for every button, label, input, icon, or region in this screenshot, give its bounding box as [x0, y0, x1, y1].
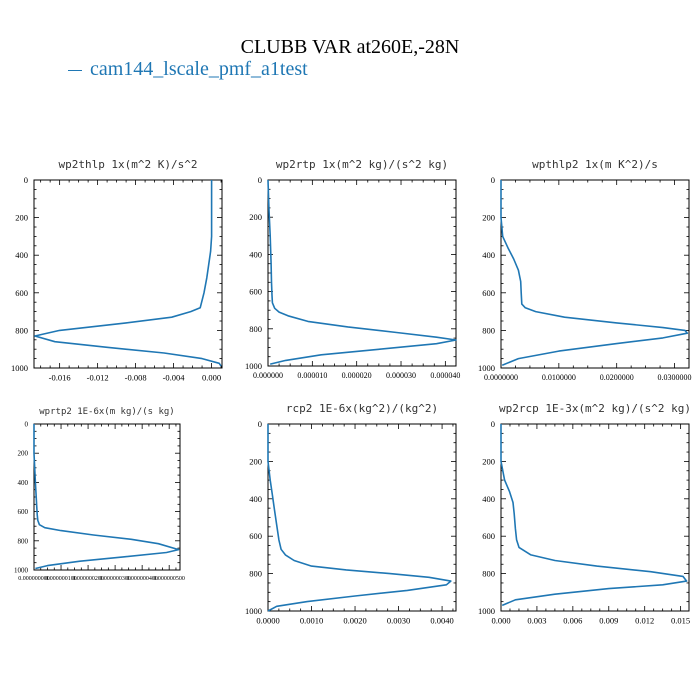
panel-6: wp2rcp 1E-3x(m^2 kg)/(s^2 kg) 0 200 400 600 8… [478, 402, 691, 626]
y-tick-label: 800 [482, 569, 495, 579]
plot-frame [500, 179, 690, 369]
y-tick-label: 600 [249, 287, 262, 297]
legend-label: cam144_lscale_pmf_a1test [90, 58, 308, 80]
series-line [267, 424, 452, 612]
legend: cam144_lscale_pmf_a1test [68, 58, 308, 81]
y-tick-label: 800 [249, 569, 262, 579]
y-tick-label: 0 [491, 419, 495, 429]
y-tick-label: 600 [482, 531, 495, 541]
x-tick-label: -0.016 [49, 373, 71, 383]
y-tick-label: 0 [491, 175, 495, 185]
y-tick-label: 600 [249, 531, 262, 541]
x-tick-label: 0.0030 [387, 616, 410, 626]
y-tick-label: 1000 [245, 361, 262, 371]
x-tick-label: 0.000010 [297, 371, 327, 380]
y-tick-label: 200 [249, 212, 262, 222]
x-tick-label: 0.000000100 [45, 576, 77, 582]
panel-1: wp2thlp 1x(m^2 K)/s^2 0 200 400 600 800 1000 -0… [11, 158, 223, 383]
plot-frame [267, 179, 457, 367]
y-tick-label: 200 [249, 456, 262, 466]
x-tick-label: 0.0010 [300, 616, 323, 626]
panel-title: wpthlp2 1x(m K^2)/s [532, 158, 658, 171]
series-line [34, 180, 222, 367]
plot-frame [500, 423, 690, 612]
x-tick-label: 0.009 [599, 616, 618, 626]
y-tick-label: 1000 [478, 363, 495, 373]
x-tick-label: 0.000 [491, 616, 510, 626]
y-tick-label: 200 [482, 213, 495, 223]
page-title: CLUBB VAR at260E,-28N [240, 36, 460, 58]
x-tick-label: 0.012 [635, 616, 654, 626]
x-tick-label: -0.008 [125, 373, 147, 383]
y-tick-label: 1000 [11, 363, 28, 373]
x-tick-label: 0.000000 [253, 371, 283, 380]
y-tick-label: 600 [18, 508, 29, 516]
y-tick-label: 400 [15, 250, 28, 260]
panel-title: wp2rcp 1E-3x(m^2 kg)/(s^2 kg) [499, 402, 691, 415]
panel-title: wp2rtp 1x(m^2 kg)/(s^2 kg) [276, 158, 448, 171]
x-tick-label: 0.0000 [256, 616, 279, 626]
y-tick-label: 600 [482, 288, 495, 298]
y-tick-label: 1000 [245, 606, 262, 616]
panel-title: wprtp2 1E-6x(m kg)/(s kg) [39, 407, 174, 417]
x-tick-label: 0.000000500 [153, 576, 185, 582]
panel-title: wp2thlp 1x(m^2 K)/s^2 [58, 158, 197, 171]
y-tick-label: 400 [482, 494, 495, 504]
x-tick-label: -0.012 [87, 373, 109, 383]
y-tick-label: 0 [24, 175, 28, 185]
x-tick-label: 0.000040 [430, 371, 460, 380]
series-line [267, 179, 457, 365]
x-tick-label: 0.0100000 [542, 373, 576, 382]
x-tick-label: 0.006 [563, 616, 582, 626]
x-tick-label: 0.000000300 [99, 576, 131, 582]
y-tick-label: 1000 [478, 606, 495, 616]
x-tick-label: 0.0040 [430, 616, 453, 626]
y-tick-label: 800 [18, 537, 29, 545]
y-tick-label: 400 [18, 479, 29, 487]
panel-2: wp2rtp 1x(m^2 kg)/(s^2 kg) 0 200 400 600 800 1… [245, 158, 460, 380]
y-tick-label: 200 [18, 450, 29, 458]
x-tick-label: 0.000020 [342, 371, 372, 380]
x-tick-label: 0.0200000 [600, 373, 634, 382]
x-tick-label: 0.000000200 [72, 576, 104, 582]
x-tick-label: 0.000 [202, 373, 221, 383]
series-line [500, 180, 689, 366]
y-tick-label: 0 [25, 420, 29, 428]
x-tick-label: -0.004 [163, 373, 186, 383]
x-tick-label: 0.000000000 [18, 576, 50, 582]
panel-5: rcp2 1E-6x(kg^2)/(kg^2) 0 200 400 600 800 1000… [245, 402, 457, 626]
y-tick-label: 0 [258, 419, 262, 429]
y-tick-label: 800 [482, 325, 495, 335]
y-tick-label: 1000 [14, 566, 29, 574]
plot-frame [33, 179, 223, 369]
y-tick-label: 800 [249, 324, 262, 334]
y-tick-label: 0 [258, 175, 262, 185]
y-tick-label: 400 [249, 249, 262, 259]
x-tick-label: 0.000030 [386, 371, 416, 380]
panel-title: rcp2 1E-6x(kg^2)/(kg^2) [286, 402, 438, 415]
x-tick-label: 0.003 [527, 616, 546, 626]
series-line [33, 424, 180, 570]
x-tick-label: 0.0000000 [484, 373, 518, 382]
plot-frame [33, 423, 181, 571]
y-tick-label: 600 [15, 288, 28, 298]
x-tick-label: 0.0020 [343, 616, 366, 626]
panel-4: wprtp2 1E-6x(m kg)/(s kg) 0 200 400 600 800 10… [14, 407, 185, 582]
plot-frame [267, 423, 457, 612]
y-tick-label: 200 [15, 213, 28, 223]
x-tick-label: 0.000000400 [126, 576, 158, 582]
x-tick-label: 0.0300000 [658, 373, 692, 382]
x-tick-label: 0.015 [671, 616, 690, 626]
y-tick-label: 200 [482, 456, 495, 466]
y-tick-label: 800 [15, 325, 28, 335]
y-tick-label: 400 [249, 494, 262, 504]
series-line [500, 424, 688, 607]
y-tick-label: 400 [482, 250, 495, 260]
legend-line-swatch [68, 69, 82, 72]
panel-3: wpthlp2 1x(m K^2)/s 0 200 400 600 800 10000.00… [478, 158, 692, 382]
